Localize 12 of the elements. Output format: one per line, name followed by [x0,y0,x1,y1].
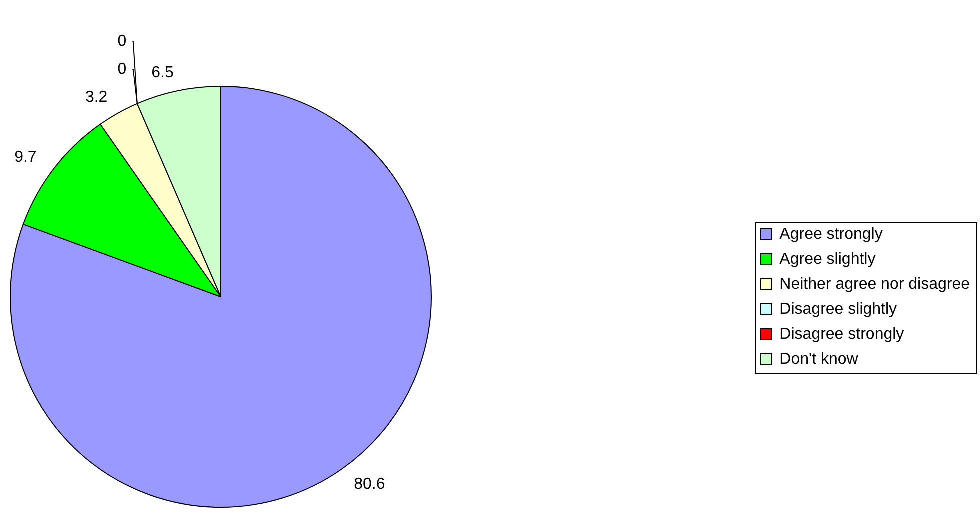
text: 0 [118,32,127,50]
text: 0 [118,60,127,78]
legend-label: Neither agree nor disagree [780,276,970,293]
data-label: 9.7 [14,148,37,166]
legend-label: Disagree slightly [780,300,898,318]
legend-label: Agree strongly [780,226,883,243]
legend-label: Agree slightly [780,250,876,268]
data-label: 6.5 [152,64,174,82]
data-label: 80.6 [354,476,386,493]
legend-label: Don't know [780,350,859,368]
data-label: 3.2 [85,88,108,106]
legend-label: Disagree strongly [780,326,904,343]
